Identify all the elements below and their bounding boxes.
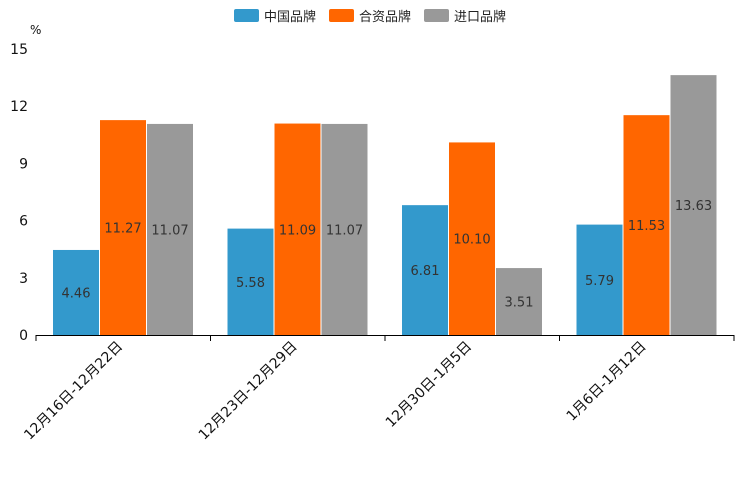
bar-imported-brand[interactable] [321,123,368,335]
data-labels-group: 4.46 11.27 11.07 5.58 11.09 11.07 6.81 10.10 3.5… [62,199,713,310]
y-tick-label: 3 [19,271,28,287]
data-label-imported-brand: 11.07 [326,223,363,238]
bar-china-brand[interactable] [402,205,448,335]
data-label-joint-venture-brand: 11.09 [279,223,316,238]
bar-imported-brand[interactable] [670,75,717,335]
bar-joint-venture-brand[interactable] [449,142,495,335]
bar-china-brand[interactable] [576,224,623,335]
data-label-imported-brand: 13.63 [675,199,712,214]
bar-joint-venture-brand[interactable] [100,120,146,335]
x-axis: 12月16日-12月22日 12月23日-12月29日 12月30日-1月5日 1月6… [21,335,735,444]
data-label-china-brand: 6.81 [411,264,440,279]
y-axis: 0 3 6 9 12 15 [10,42,28,344]
legend-swatch-imported-brand [424,9,449,22]
bar-series-group [53,75,717,336]
data-label-joint-venture-brand: 10.10 [453,233,490,248]
bar-imported-brand[interactable] [496,268,542,335]
x-tick-label: 12月23日-12月29日 [196,339,301,444]
legend-item-china-brand[interactable]: 中国品牌 [234,9,316,25]
y-tick-label: 9 [19,156,28,172]
bar-joint-venture-brand[interactable] [274,123,321,336]
legend-label-imported-brand: 进口品牌 [454,9,506,25]
data-label-joint-venture-brand: 11.27 [104,222,141,237]
legend-swatch-china-brand [234,9,259,22]
data-label-joint-venture-brand: 11.53 [628,219,665,234]
y-axis-unit-label: % [30,23,41,37]
x-tick-label: 1月6日-1月12日 [564,339,650,425]
bar-imported-brand[interactable] [147,123,193,335]
y-tick-label: 15 [10,42,28,58]
x-tick-label: 12月16日-12月22日 [21,339,126,444]
bar-china-brand[interactable] [53,249,99,335]
legend: 中国品牌 合资品牌 进口品牌 [234,9,506,25]
legend-item-joint-venture-brand[interactable]: 合资品牌 [329,9,411,25]
x-tick-label: 12月30日-1月5日 [383,339,475,431]
y-tick-label: 6 [19,214,28,230]
bar-joint-venture-brand[interactable] [623,115,670,335]
legend-swatch-joint-venture-brand [329,9,354,22]
data-label-imported-brand: 3.51 [505,296,534,311]
legend-item-imported-brand[interactable]: 进口品牌 [424,9,506,25]
bar-china-brand[interactable] [227,228,274,335]
data-label-china-brand: 5.79 [585,274,614,289]
y-tick-label: 12 [10,99,28,115]
legend-label-china-brand: 中国品牌 [264,9,316,25]
data-label-china-brand: 5.58 [236,276,265,291]
data-label-china-brand: 4.46 [62,286,91,301]
legend-label-joint-venture-brand: 合资品牌 [359,9,411,25]
data-label-imported-brand: 11.07 [151,223,188,238]
y-tick-label: 0 [19,328,28,344]
